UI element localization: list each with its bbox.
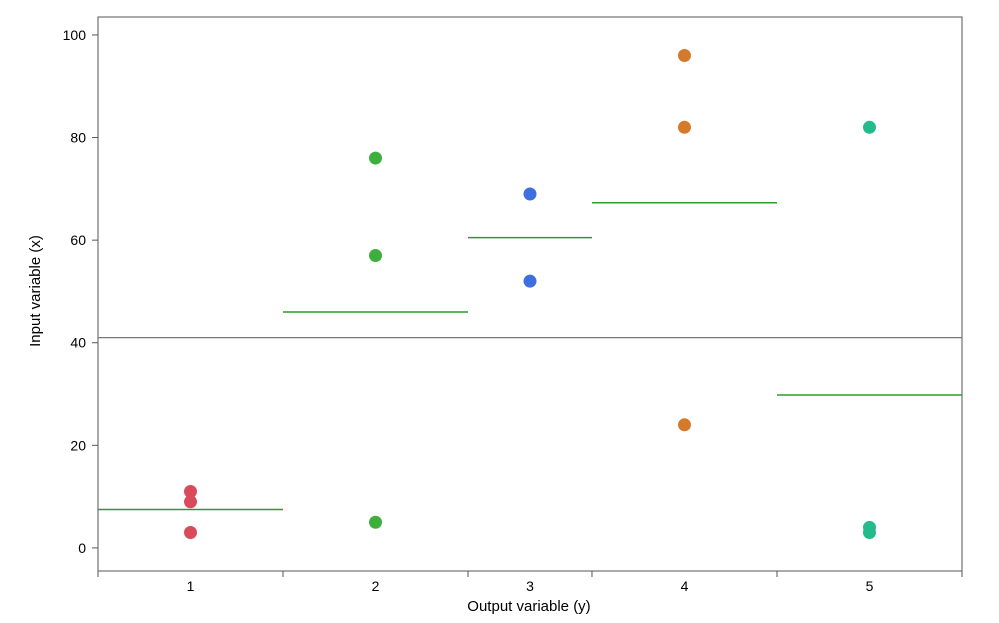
data-points bbox=[184, 48, 876, 540]
data-point bbox=[184, 526, 198, 540]
data-point bbox=[677, 418, 691, 432]
x-tick-label: 5 bbox=[866, 578, 874, 594]
y-tick-label: 40 bbox=[70, 335, 86, 351]
x-tick-label: 4 bbox=[681, 578, 689, 594]
x-tick-label: 2 bbox=[372, 578, 380, 594]
data-point bbox=[369, 151, 383, 165]
step-segments bbox=[98, 201, 962, 511]
plot-frame bbox=[97, 16, 963, 572]
data-point bbox=[184, 495, 198, 509]
data-point bbox=[677, 120, 691, 134]
x-axis-title: Output variable (y) bbox=[467, 598, 590, 615]
data-point bbox=[677, 48, 691, 62]
y-axis-title: Input variable (x) bbox=[27, 235, 44, 347]
y-tick-label: 0 bbox=[78, 540, 86, 556]
y-axis: 0 20 40 60 80 100 bbox=[63, 27, 98, 556]
data-point bbox=[523, 187, 537, 201]
y-tick-label: 60 bbox=[70, 232, 86, 248]
data-point bbox=[523, 274, 537, 288]
data-point bbox=[184, 484, 198, 498]
data-point bbox=[862, 526, 876, 540]
data-point bbox=[369, 249, 383, 263]
x-tick-label: 3 bbox=[526, 578, 534, 594]
x-tick-label: 1 bbox=[187, 578, 195, 594]
x-axis: 1 2 3 4 5 bbox=[97, 571, 963, 594]
y-tick-label: 80 bbox=[70, 130, 86, 146]
y-tick-label: 20 bbox=[70, 437, 86, 453]
data-point bbox=[862, 120, 876, 134]
y-tick-label: 100 bbox=[63, 27, 87, 43]
data-point bbox=[369, 515, 383, 529]
